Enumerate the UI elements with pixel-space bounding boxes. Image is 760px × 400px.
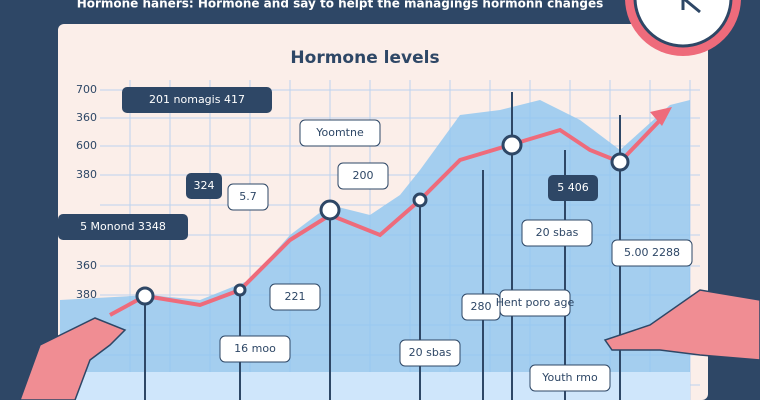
callout-text: 16 moo xyxy=(234,342,276,355)
callout-text: Youth rmo xyxy=(541,371,598,384)
arrow-head xyxy=(650,107,672,126)
y-label: 700 xyxy=(76,83,97,96)
title: Hormone levels xyxy=(290,48,439,68)
y-label: 380 xyxy=(76,288,97,301)
callout-text: 5.7 xyxy=(239,190,257,203)
callout-text: 5 Monond 3348 xyxy=(80,220,166,233)
callout-box xyxy=(122,87,272,113)
clock xyxy=(625,0,741,56)
callout-box xyxy=(219,335,291,363)
trend-line xyxy=(109,113,667,317)
callout-text: 201 nomagis 417 xyxy=(149,93,245,106)
callout-text: 5.00 2288 xyxy=(624,246,680,259)
callout-box xyxy=(529,364,611,392)
callout-box xyxy=(269,283,321,311)
callout-text: 20 sbas xyxy=(409,346,452,359)
header: Hormone haners: Hormone and say to helpt… xyxy=(77,0,604,11)
y-label: 600 xyxy=(76,139,97,152)
callout-text: 324 xyxy=(194,179,215,192)
callout-box xyxy=(548,175,598,201)
callout-box xyxy=(227,183,269,211)
callout-box xyxy=(499,289,571,317)
callout-text: 5 406 xyxy=(557,181,589,194)
callout-box xyxy=(337,162,389,190)
y-label: 360 xyxy=(76,259,97,272)
callout-text: 280 xyxy=(471,300,492,313)
markers xyxy=(135,134,630,306)
callout-box xyxy=(58,214,188,240)
callout-text: 221 xyxy=(285,290,306,303)
callout-text: 20 sbas xyxy=(536,226,579,239)
hands xyxy=(19,289,760,400)
area xyxy=(60,100,690,400)
callout-box xyxy=(521,219,593,247)
callout-box xyxy=(299,119,381,147)
callout-box xyxy=(186,173,222,199)
y-label: 380 xyxy=(76,168,97,181)
callout-box xyxy=(611,239,693,267)
y-label: 360 xyxy=(76,111,97,124)
callout-text: Hent poro age xyxy=(496,296,575,309)
callout-box xyxy=(399,339,461,367)
callout-text: 200 xyxy=(353,169,374,182)
callout-text: Yoomtne xyxy=(315,126,364,139)
